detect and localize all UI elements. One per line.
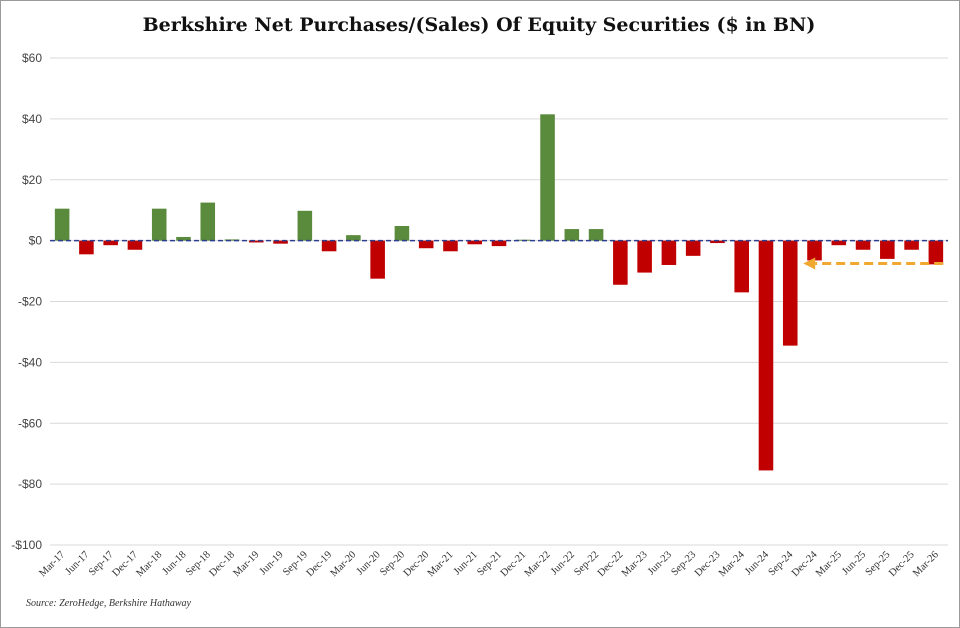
- bar: [807, 240, 822, 261]
- x-tick-label: Sep-22: [572, 549, 601, 578]
- y-tick-label: $20: [22, 173, 42, 187]
- x-tick-label: Dec-23: [693, 549, 723, 579]
- x-tick-label: Dec-22: [596, 549, 626, 579]
- x-tick-label: Mar-21: [426, 549, 456, 579]
- x-tick-label: Jun-23: [646, 549, 674, 577]
- x-tick-label: Dec-17: [110, 549, 140, 579]
- bar: [394, 226, 410, 241]
- bars: [54, 114, 944, 471]
- bar: [637, 240, 652, 273]
- x-tick-label: Mar-24: [717, 549, 747, 579]
- bar: [734, 240, 749, 293]
- bar: [904, 240, 919, 250]
- bar: [880, 240, 895, 259]
- x-tick-label: Dec-20: [402, 549, 432, 579]
- x-tick-label: Mar-22: [523, 549, 553, 579]
- bar: [297, 210, 313, 241]
- x-tick-label: Sep-25: [864, 549, 893, 578]
- bar: [443, 240, 458, 252]
- bar: [661, 240, 677, 265]
- bar: [346, 235, 361, 241]
- y-tick-label: -$80: [18, 477, 42, 491]
- x-tick-label: Jun-25: [840, 549, 868, 577]
- bar: [467, 240, 483, 245]
- x-tick-label: Dec-19: [305, 549, 335, 579]
- x-tick-label: Dec-25: [887, 549, 917, 579]
- x-tick-label: Jun-20: [355, 549, 383, 577]
- x-tick-label: Jun-17: [64, 549, 92, 577]
- x-tick-label: Sep-21: [475, 549, 504, 578]
- annotation-arrowhead: [803, 257, 816, 270]
- annotation: [803, 257, 944, 270]
- bar: [176, 236, 191, 241]
- x-tick-label: Mar-20: [329, 549, 359, 579]
- bar: [54, 208, 70, 241]
- bar: [613, 240, 628, 285]
- y-tick-label: $40: [22, 112, 42, 126]
- bar: [831, 240, 847, 246]
- y-tick-label: $60: [22, 51, 42, 65]
- y-tick-label: -$20: [18, 295, 42, 309]
- bar: [273, 240, 288, 244]
- bar: [249, 240, 264, 243]
- bar: [710, 240, 725, 244]
- x-tick-label: Jun-21: [452, 549, 480, 577]
- bar: [103, 240, 118, 246]
- bar: [224, 239, 240, 241]
- bar: [321, 240, 337, 252]
- x-tick-label: Mar-23: [620, 549, 650, 579]
- bar: [588, 229, 604, 241]
- bar: [79, 240, 94, 255]
- source-note: Source: ZeroHedge, Berkshire Hathaway: [26, 598, 191, 609]
- y-tick-label: -$40: [18, 355, 42, 369]
- bar: [782, 240, 798, 346]
- x-tick-label: Mar-19: [232, 549, 262, 579]
- bar: [928, 240, 944, 265]
- bar: [370, 240, 385, 279]
- x-tick-label: Sep-20: [378, 549, 407, 578]
- bar: [418, 240, 434, 249]
- bar: [564, 229, 580, 241]
- x-tick-label: Mar-17: [37, 549, 67, 579]
- x-tick-label: Jun-18: [161, 549, 189, 577]
- bar: [200, 202, 216, 241]
- bar: [127, 240, 143, 250]
- x-tick-label: Sep-18: [184, 549, 213, 578]
- x-tick-label: Jun-19: [258, 549, 286, 577]
- gridlines: [50, 57, 948, 546]
- bar: [491, 240, 507, 247]
- x-tick-label: Dec-18: [208, 549, 238, 579]
- y-tick-label: -$100: [11, 538, 42, 552]
- x-tick-label: Jun-24: [743, 549, 772, 578]
- bar: [151, 208, 167, 241]
- x-tick-label: Mar-25: [814, 549, 844, 579]
- x-tick-label: Mar-18: [134, 549, 164, 579]
- bar: [855, 240, 871, 250]
- x-tick-label: Mar-26: [911, 549, 941, 579]
- x-tick-label: Sep-19: [281, 549, 310, 578]
- x-axis: Mar-17Jun-17Sep-17Dec-17Mar-18Jun-18Sep-…: [37, 549, 941, 579]
- x-tick-label: Sep-23: [669, 549, 698, 578]
- x-tick-label: Sep-17: [87, 549, 116, 578]
- y-tick-label: -$60: [18, 416, 42, 430]
- x-tick-label: Jun-22: [549, 549, 577, 577]
- y-tick-label: $0: [29, 234, 43, 248]
- bar: [685, 240, 701, 256]
- bar: [758, 240, 774, 471]
- chart-title: Berkshire Net Purchases/(Sales) Of Equit…: [142, 14, 816, 36]
- y-axis: $60 $40 $20 $0 -$20 -$40 -$60 -$80 -$100: [11, 51, 42, 552]
- bar: [540, 114, 555, 241]
- x-tick-label: Dec-21: [499, 549, 529, 579]
